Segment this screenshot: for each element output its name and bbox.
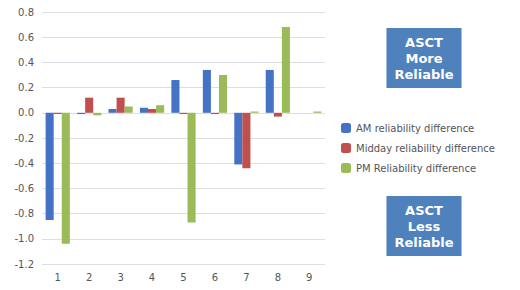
svg-text:7: 7 [243,272,249,283]
svg-text:6: 6 [212,272,218,283]
svg-text:-0.2: -0.2 [14,133,34,144]
svg-text:0.2: 0.2 [18,82,34,93]
svg-text:Less: Less [408,219,441,234]
svg-text:1: 1 [55,272,61,283]
svg-text:9: 9 [306,272,312,283]
svg-text:-1.0: -1.0 [14,233,34,244]
svg-text:4: 4 [149,272,155,283]
svg-text:AM reliability difference: AM reliability difference [356,123,474,134]
svg-text:-0.4: -0.4 [14,158,34,169]
svg-text:5: 5 [180,272,186,283]
svg-text:Midday reliability difference: Midday reliability difference [356,143,495,154]
svg-text:0.8: 0.8 [18,7,34,18]
svg-text:0.4: 0.4 [18,57,34,68]
svg-text:0.0: 0.0 [18,107,34,118]
svg-text:8: 8 [275,272,281,283]
svg-text:ASCT: ASCT [405,35,443,50]
svg-text:Reliable: Reliable [394,235,453,250]
svg-text:3: 3 [117,272,123,283]
svg-text:2: 2 [86,272,92,283]
svg-text:-0.6: -0.6 [14,183,34,194]
svg-text:Reliable: Reliable [394,67,453,82]
svg-text:-1.2: -1.2 [14,259,34,270]
svg-text:0.6: 0.6 [18,32,34,43]
svg-text:ASCT: ASCT [405,203,443,218]
svg-text:PM Reliability difference: PM Reliability difference [356,163,476,174]
svg-text:-0.8: -0.8 [14,208,34,219]
svg-text:More: More [405,51,442,66]
